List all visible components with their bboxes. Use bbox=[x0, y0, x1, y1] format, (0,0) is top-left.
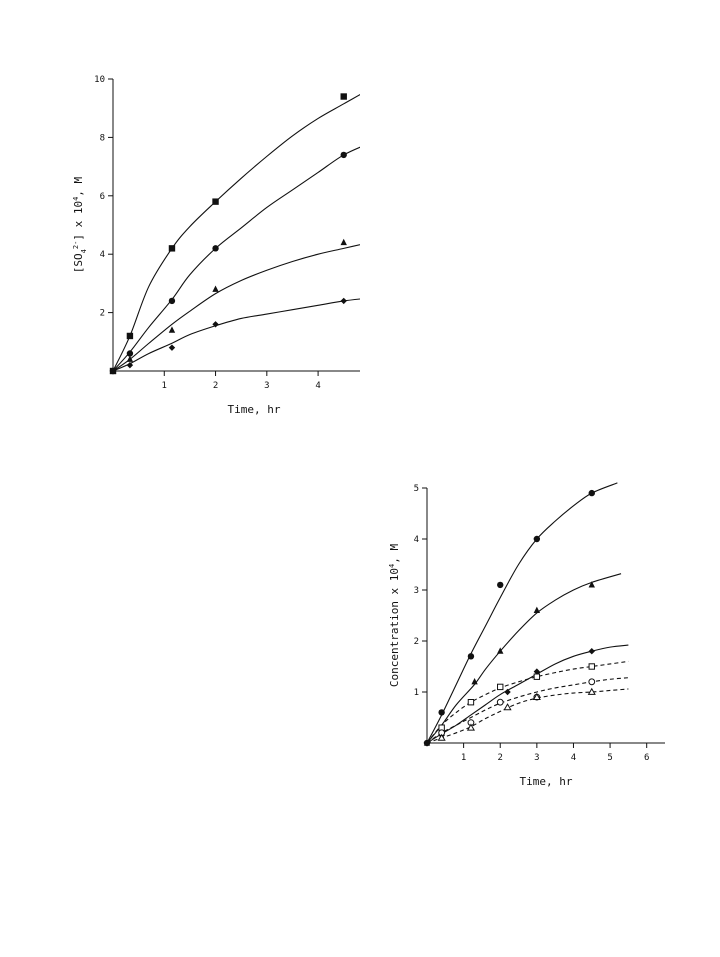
series-4-curve bbox=[426, 660, 629, 744]
y-axis-label-part: 4 bbox=[80, 249, 88, 253]
series-2-curve bbox=[426, 573, 622, 744]
series-4-point bbox=[497, 683, 504, 691]
series-2-point bbox=[497, 647, 504, 654]
series-3-points bbox=[423, 648, 595, 747]
series-3-point bbox=[126, 355, 134, 362]
series-1-point bbox=[497, 581, 504, 589]
series-1-point bbox=[588, 489, 595, 497]
series-1-point bbox=[212, 198, 219, 205]
series-1-point bbox=[533, 535, 541, 543]
series-4-point bbox=[533, 673, 541, 680]
y-tick-label: 2 bbox=[100, 309, 105, 319]
series-3-point bbox=[504, 688, 511, 696]
x-tick-label: 5 bbox=[607, 753, 612, 763]
y-tick-label: 2 bbox=[414, 637, 419, 647]
series-2-points bbox=[109, 151, 347, 375]
series-4-point bbox=[467, 699, 475, 706]
y-axis-label-part: 4 bbox=[388, 564, 396, 568]
series-6-point bbox=[437, 733, 446, 741]
series-4-point bbox=[126, 361, 134, 369]
series-5-points bbox=[438, 678, 596, 737]
series-2-point bbox=[126, 350, 134, 357]
x-tick-label: 3 bbox=[534, 753, 539, 763]
y-tick-label: 4 bbox=[100, 250, 105, 260]
series-4-point bbox=[588, 663, 595, 670]
series-2-curve bbox=[112, 146, 360, 372]
y-axis-label-part: [SO bbox=[72, 253, 85, 273]
series-6-point bbox=[587, 687, 596, 695]
x-tick-label: 4 bbox=[315, 381, 320, 391]
series-2-point bbox=[212, 245, 219, 252]
y-axis-label-part: , M bbox=[72, 176, 85, 196]
y-axis-label-part: 4 bbox=[72, 197, 80, 201]
x-axis-label: Time, hr bbox=[520, 775, 573, 788]
series-4-curve bbox=[112, 298, 360, 372]
series-3-point bbox=[168, 326, 176, 333]
series-4-point bbox=[109, 367, 117, 375]
series-1-curve bbox=[426, 482, 618, 744]
y-axis-label: [SO42-] x 104, M bbox=[72, 176, 88, 273]
series-1-point bbox=[126, 332, 134, 340]
x-tick-label: 6 bbox=[644, 753, 649, 763]
y-axis-label-part: 2- bbox=[72, 241, 80, 249]
series-5-point bbox=[496, 698, 504, 706]
series-1-point bbox=[467, 653, 475, 660]
x-tick-label: 4 bbox=[571, 753, 576, 763]
series-6-points bbox=[437, 687, 596, 741]
series-1-point bbox=[168, 245, 176, 252]
y-axis-label-part: Concentration x 10 bbox=[388, 568, 401, 687]
series-4-points bbox=[438, 663, 595, 731]
series-2-points bbox=[423, 581, 595, 746]
series-4-point bbox=[212, 321, 219, 328]
series-1-point bbox=[340, 93, 347, 100]
y-tick-label: 6 bbox=[100, 192, 105, 202]
series-6-point bbox=[466, 723, 476, 731]
y-tick-label: 8 bbox=[100, 133, 105, 143]
y-axis-label-part: ] x 10 bbox=[72, 201, 85, 241]
x-tick-label: 1 bbox=[461, 753, 466, 763]
x-tick-label: 2 bbox=[498, 753, 503, 763]
series-5-curve bbox=[426, 677, 629, 744]
series-3-curve bbox=[112, 244, 360, 372]
series-3-point bbox=[212, 285, 219, 292]
x-axis-label: Time, hr bbox=[228, 403, 281, 416]
y-tick-label: 5 bbox=[414, 484, 419, 494]
series-2-point bbox=[340, 151, 347, 159]
series-6-point bbox=[503, 703, 512, 711]
series-1-points bbox=[109, 93, 347, 375]
series-3-point bbox=[588, 648, 595, 655]
y-axis-label: Concentration x 104, M bbox=[388, 543, 401, 687]
x-tick-label: 2 bbox=[213, 381, 218, 391]
series-1-point bbox=[438, 709, 445, 716]
series-5-point bbox=[588, 678, 596, 686]
series-4-points bbox=[109, 297, 347, 375]
y-tick-label: 3 bbox=[414, 586, 419, 596]
x-tick-label: 3 bbox=[264, 381, 269, 391]
series-4-point bbox=[340, 297, 347, 305]
y-tick-label: 1 bbox=[414, 688, 419, 698]
x-tick-label: 1 bbox=[162, 381, 167, 391]
y-axis-label-part: , M bbox=[388, 543, 401, 563]
series-2-point bbox=[588, 581, 595, 588]
y-tick-label: 4 bbox=[414, 535, 419, 545]
series-2-point bbox=[168, 297, 176, 305]
series-6-point bbox=[532, 692, 541, 700]
series-2-point bbox=[533, 606, 541, 613]
sulfate-concentration-chart: 12345246810Time, hr[SO42-] x 104, M bbox=[72, 75, 360, 416]
series-4-point bbox=[168, 344, 176, 351]
series-2-point bbox=[471, 678, 478, 685]
series-6-curve bbox=[426, 688, 629, 744]
series-1-curve bbox=[112, 94, 360, 372]
y-tick-label: 10 bbox=[94, 75, 105, 85]
series-3-point bbox=[340, 238, 347, 246]
